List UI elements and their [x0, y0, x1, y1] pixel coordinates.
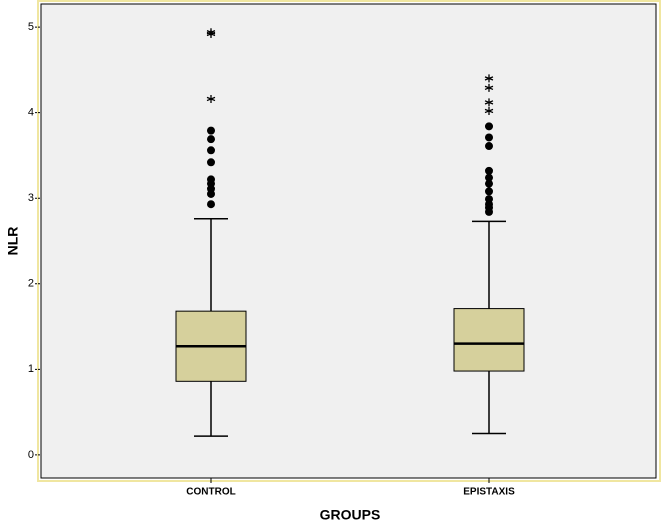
- y-axis-label: NLR: [5, 227, 21, 256]
- outlier: [485, 142, 493, 151]
- outlier: [207, 200, 215, 209]
- y-tick-label: 3: [28, 192, 34, 204]
- outlier: [485, 122, 493, 131]
- extreme: [206, 28, 216, 37]
- x-tick-label: EPISTAXIS: [463, 487, 515, 498]
- y-tick-label: 4: [28, 107, 34, 119]
- extreme: [484, 106, 494, 115]
- box: [453, 308, 525, 372]
- plot-area: [40, 3, 657, 479]
- outlier: [485, 166, 493, 175]
- extreme: [206, 94, 216, 103]
- outlier: [485, 195, 493, 204]
- extreme: [484, 74, 494, 83]
- outlier: [207, 158, 215, 167]
- y-tick-label: 5: [28, 21, 34, 33]
- extreme: [484, 83, 494, 92]
- outlier: [207, 126, 215, 135]
- outlier: [207, 175, 215, 184]
- outlier: [485, 173, 493, 182]
- outlier: [485, 187, 493, 196]
- y-tick-label: 0: [28, 449, 34, 461]
- outlier: [207, 135, 215, 144]
- outlier: [207, 146, 215, 155]
- y-tick-label: 1: [28, 363, 34, 375]
- outlier: [485, 179, 493, 188]
- extreme: [484, 98, 494, 107]
- y-tick-label: 2: [28, 278, 34, 290]
- x-axis-label: GROUPS: [320, 507, 381, 523]
- x-tick-label: CONTROL: [186, 487, 235, 498]
- outlier: [485, 133, 493, 142]
